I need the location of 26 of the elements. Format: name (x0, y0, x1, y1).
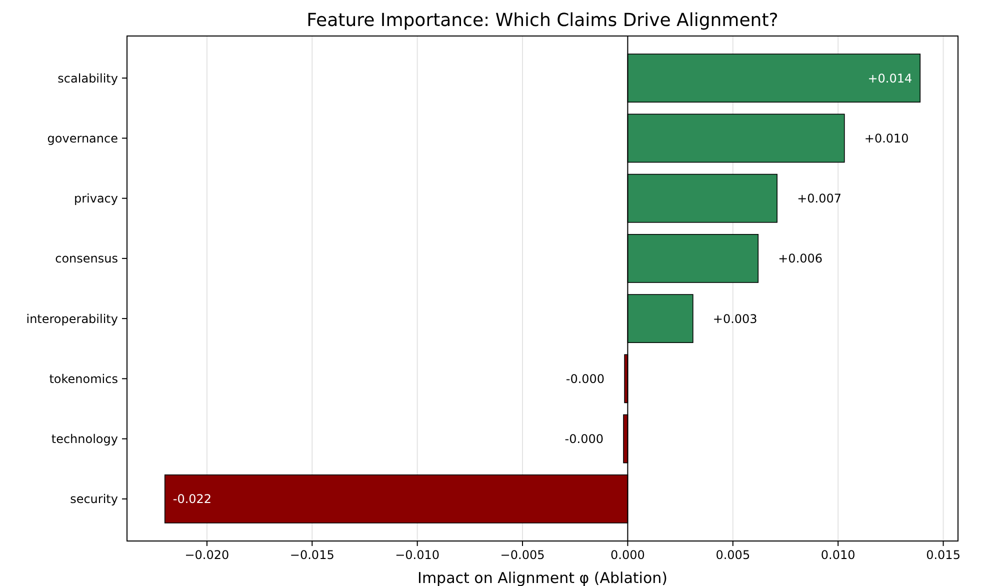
y-tick-label: security (70, 492, 118, 506)
data-label: +0.006 (778, 252, 823, 266)
x-tick-label: 0.015 (926, 548, 960, 562)
data-label: +0.003 (712, 312, 758, 326)
x-tick-label: −0.010 (395, 548, 440, 562)
x-tick-label: −0.005 (500, 548, 545, 562)
x-axis-title: Impact on Alignment φ (Ablation) (418, 569, 668, 586)
y-tick-label: interoperability (26, 312, 118, 326)
data-label: -0.022 (172, 492, 212, 506)
x-tick-label: 0.005 (716, 548, 750, 562)
data-label: +0.014 (868, 71, 912, 86)
y-tick-label: technology (51, 432, 118, 446)
y-tick-label: scalability (58, 71, 118, 86)
data-label: +0.007 (797, 192, 842, 206)
y-tick-label: governance (47, 131, 118, 146)
data-label: -0.000 (564, 432, 604, 446)
x-tick-label: 0.000 (610, 548, 645, 562)
y-tick-label: consensus (55, 252, 118, 266)
y-tick-label: privacy (74, 192, 118, 206)
x-tick-label: 0.010 (820, 548, 856, 562)
data-label: -0.000 (566, 372, 605, 386)
chart-title: Feature Importance: Which Claims Drive Alignment? (306, 10, 778, 31)
data-label: +0.010 (864, 131, 909, 146)
y-tick-label: tokenomics (49, 372, 118, 386)
x-tick-label: −0.015 (290, 548, 334, 562)
x-tick-label: −0.020 (184, 548, 230, 562)
